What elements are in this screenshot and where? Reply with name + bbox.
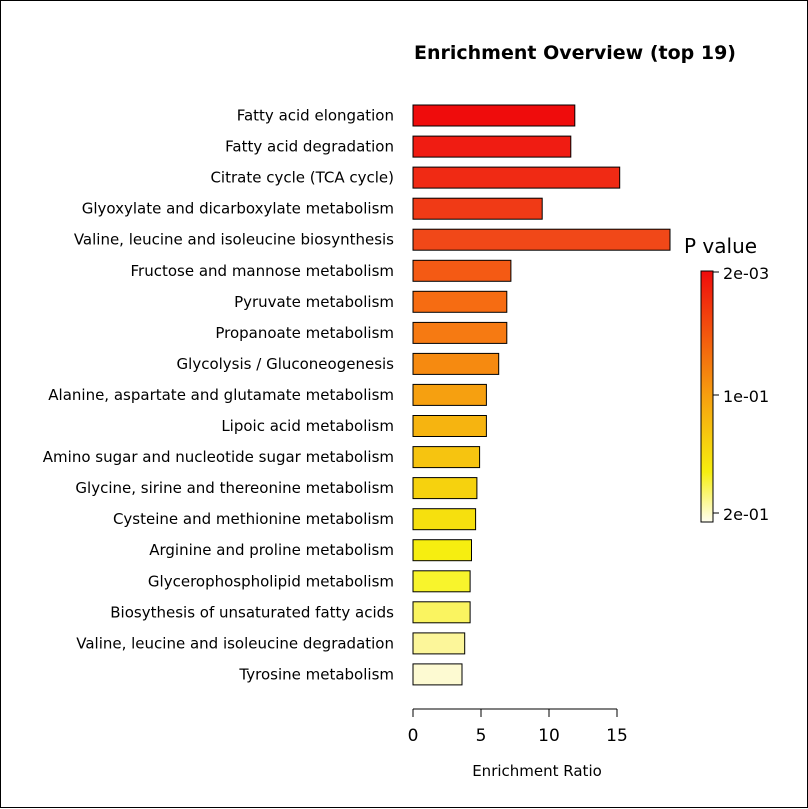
category-label: Tyrosine metabolism [238,665,394,683]
category-label: Biosythesis of unsaturated fatty acids [110,603,394,621]
category-label: Amino sugar and nucleotide sugar metabol… [43,448,394,466]
category-label: Glycerophospholipid metabolism [148,572,394,590]
category-label: Valine, leucine and isoleucine degradati… [76,634,394,652]
category-label: Glyoxylate and dicarboxylate metabolism [82,200,394,218]
legend: P value 2e-03 1e-01 2e-01 [684,234,769,524]
bar [412,508,477,531]
chart-title: Enrichment Overview (top 19) [414,42,736,64]
category-label: Citrate cycle (TCA cycle) [210,169,394,187]
legend-title: P value [684,234,757,258]
bar [412,197,543,220]
category-label: Alanine, aspartate and glutamate metabol… [48,386,394,404]
category-label: Propanoate metabolism [215,324,394,342]
bar [412,446,481,469]
category-label: Lipoic acid metabolism [221,417,394,435]
category-labels: Fatty acid elongation Fatty acid degradat… [43,107,394,684]
category-label: Fatty acid degradation [225,138,394,156]
category-label: Pyruvate metabolism [234,293,394,311]
bar [412,352,500,375]
bar [412,383,487,406]
bar [412,539,472,562]
bar [412,570,471,593]
bars-group [412,104,671,686]
x-tick-label: 5 [476,726,487,746]
legend-colorbar [700,270,714,523]
bar [412,228,671,251]
category-label: Valine, leucine and isoleucine biosynthe… [74,231,394,249]
bar [412,415,487,437]
category-label: Glycine, sirine and thereonine metabolis… [75,479,394,497]
legend-label: 1e-01 [723,387,769,406]
bar [412,166,621,189]
category-label: Cysteine and methionine metabolism [113,510,394,528]
legend-label: 2e-01 [723,505,769,524]
x-tick-label: 15 [606,726,628,746]
bar [412,601,471,624]
category-label: Fatty acid elongation [237,107,394,125]
bar [412,321,508,344]
x-axis-label: Enrichment Ratio [472,762,602,780]
category-label: Glycolysis / Gluconeogenesis [177,355,395,373]
bar [412,632,466,655]
x-tick-label: 10 [538,726,560,746]
category-label: Arginine and proline metabolism [149,541,394,559]
x-axis: 0 5 10 15 [408,708,628,746]
bar [412,477,478,500]
bar [412,290,508,313]
legend-label: 2e-03 [723,264,769,283]
x-tick-label: 0 [408,726,419,746]
bar [412,663,463,686]
category-label: Fructose and mannose metabolism [131,262,395,280]
bar [412,104,576,127]
bar [412,135,572,158]
bar [412,259,512,282]
